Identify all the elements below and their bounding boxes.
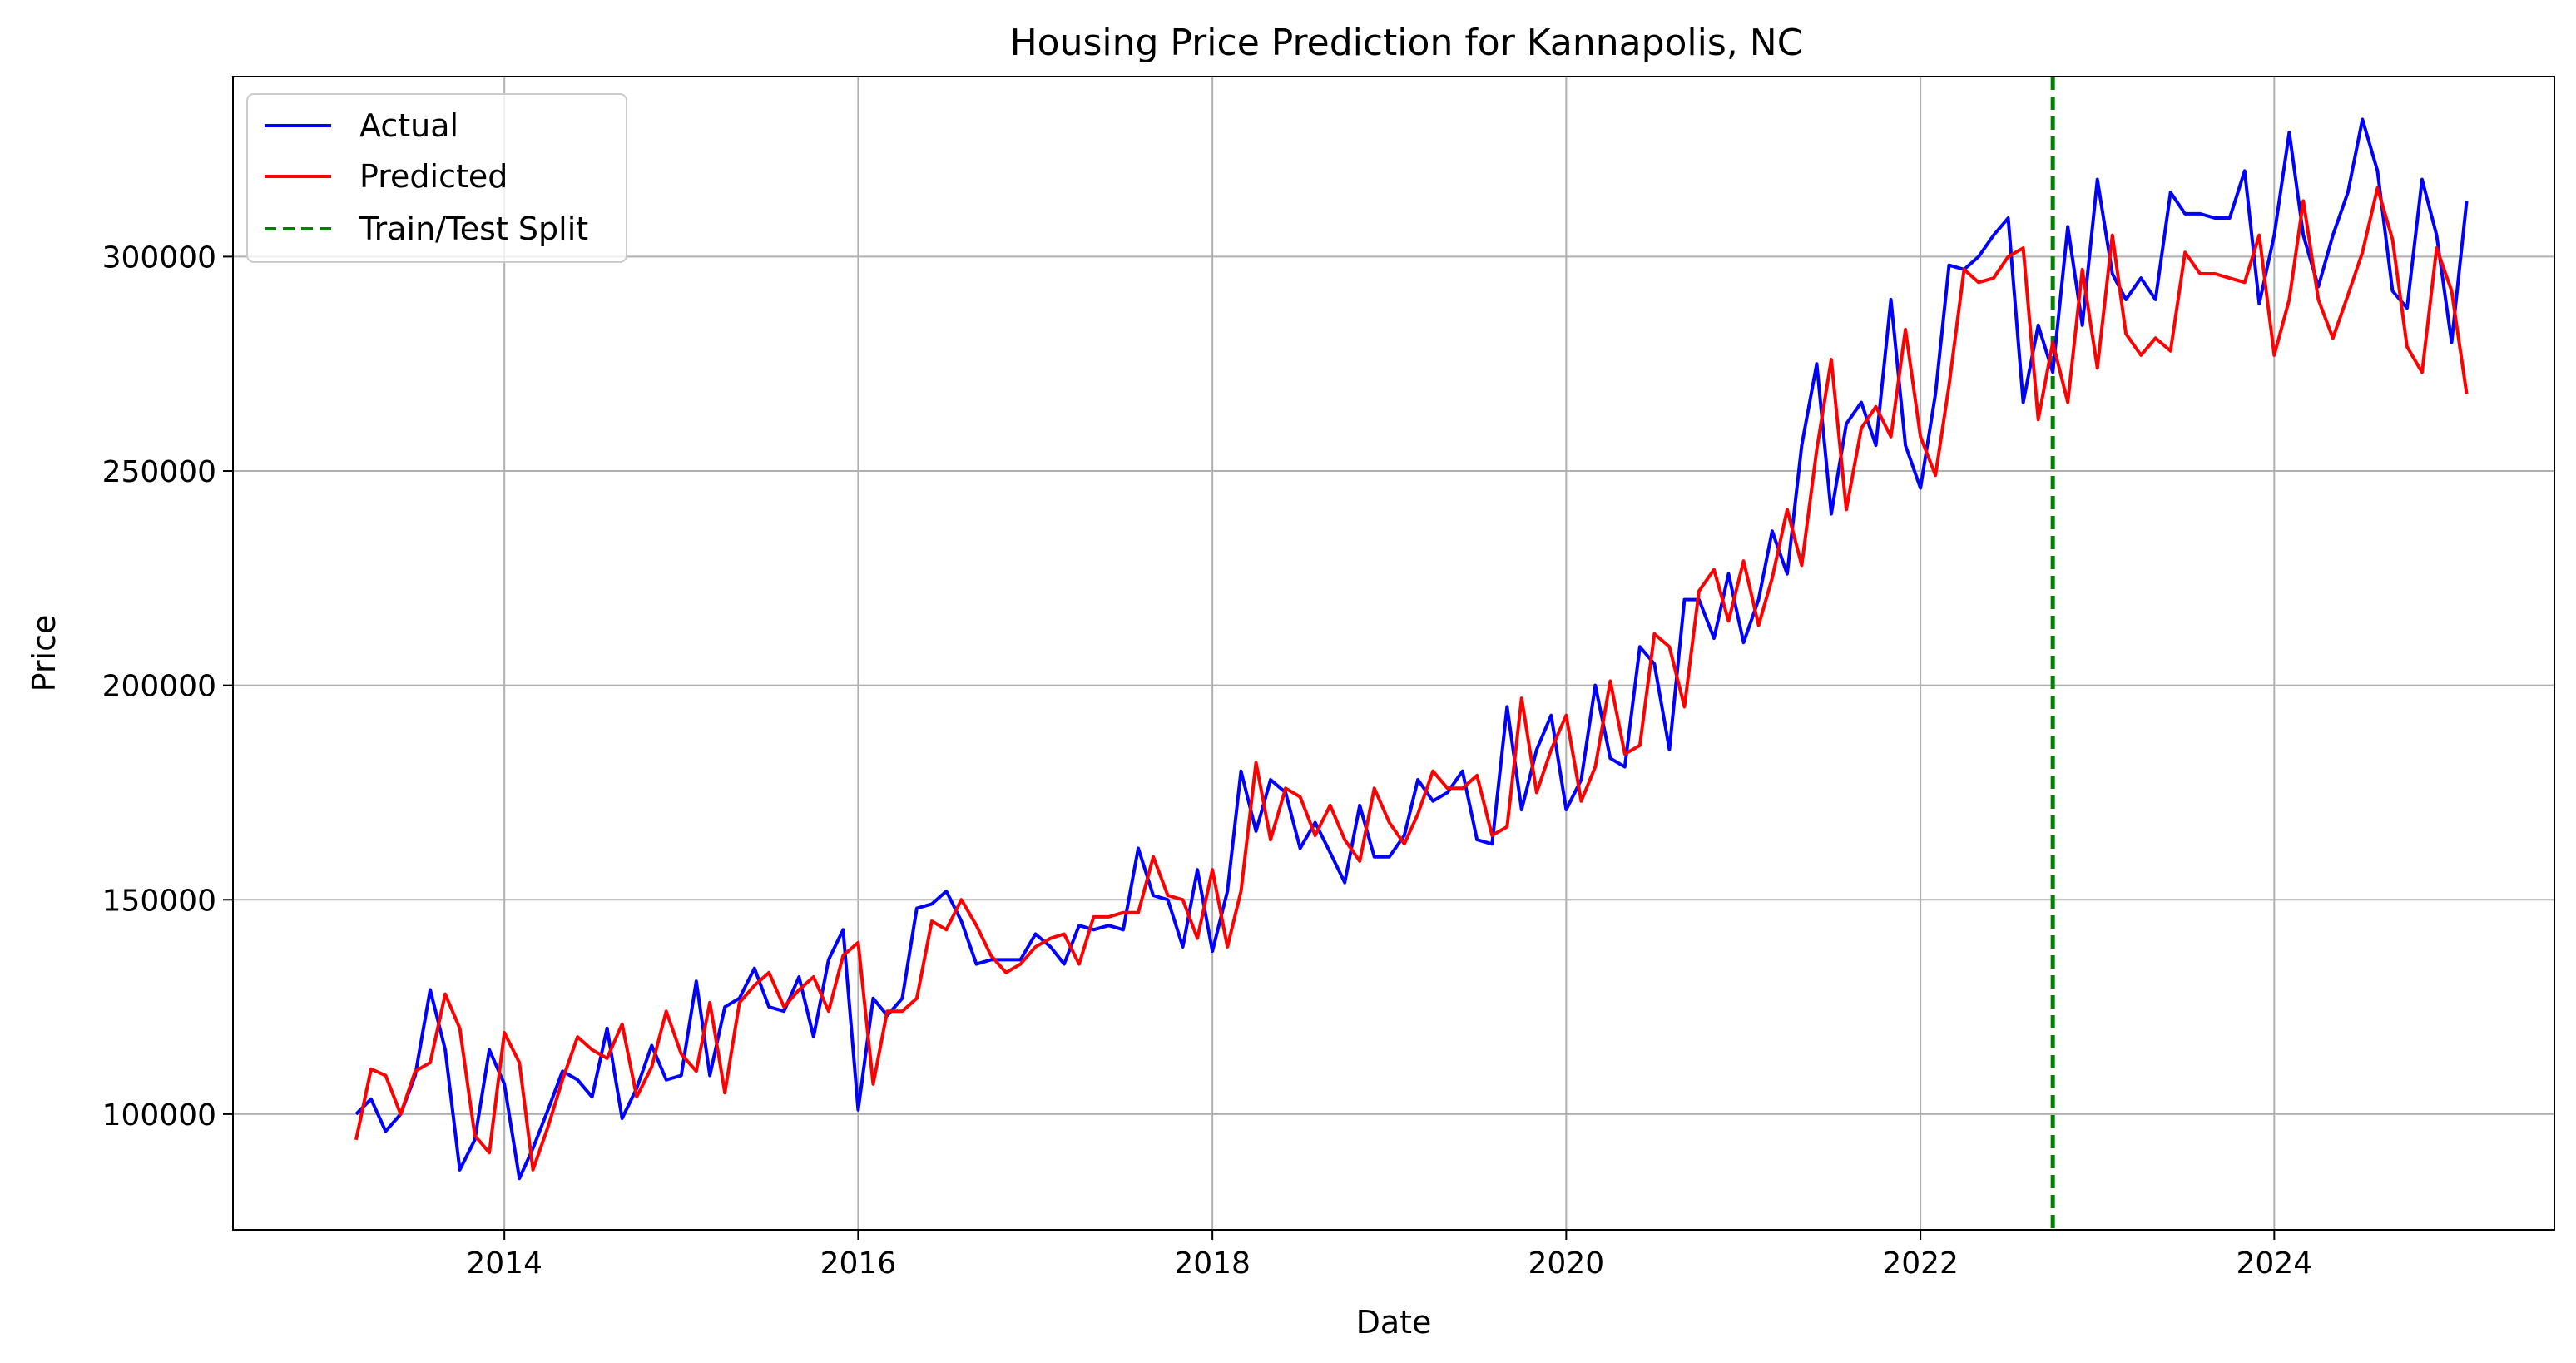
plot-area-frame xyxy=(232,76,2555,1231)
x-tick-label-2018: 2018 xyxy=(1174,1247,1251,1281)
x-tick-label-2020: 2020 xyxy=(1528,1247,1605,1281)
legend: Actual Predicted Train/Test Split xyxy=(246,93,627,263)
x-gridlines xyxy=(503,77,2276,1230)
x-tick-label-2014: 2014 xyxy=(466,1247,542,1281)
series-line-actual xyxy=(354,117,2469,1181)
chart-title: Housing Price Prediction for Kannapolis,… xyxy=(1010,22,1803,64)
x-axis-title: Date xyxy=(1356,1304,1432,1341)
y-tick-label-200000: 200000 xyxy=(102,670,216,704)
legend-box xyxy=(246,93,627,263)
legend-label-predicted: Predicted xyxy=(359,158,508,195)
x-tick-label-2024: 2024 xyxy=(2237,1247,2313,1281)
series-line-predicted xyxy=(354,186,2469,1172)
y-tick-label-100000: 100000 xyxy=(102,1098,216,1133)
y-axis: 100000 150000 200000 250000 300000 xyxy=(102,240,233,1133)
x-axis: 2014 2016 2018 2020 2022 2024 xyxy=(466,1230,2312,1281)
y-axis-title: Price xyxy=(26,615,62,692)
series-actual xyxy=(354,117,2469,1181)
legend-label-split: Train/Test Split xyxy=(359,211,588,247)
y-tick-label-250000: 250000 xyxy=(102,455,216,489)
x-tick-label-2022: 2022 xyxy=(1882,1247,1959,1281)
y-tick-label-150000: 150000 xyxy=(102,884,216,918)
y-tick-label-300000: 300000 xyxy=(102,240,216,275)
legend-label-actual: Actual xyxy=(359,107,458,144)
x-tick-label-2016: 2016 xyxy=(820,1247,897,1281)
series-predicted xyxy=(354,186,2469,1172)
